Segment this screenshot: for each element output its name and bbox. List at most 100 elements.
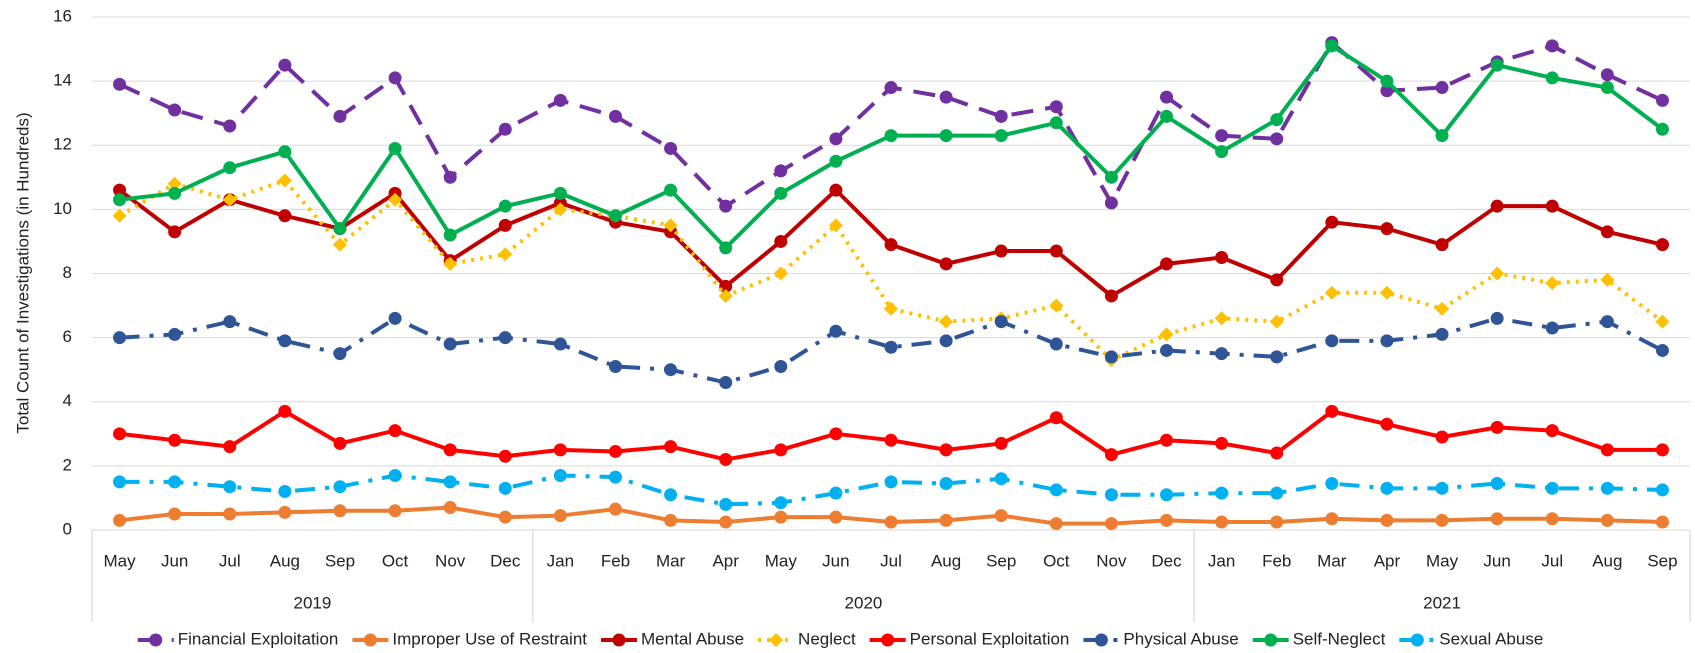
marker <box>1600 81 1614 95</box>
y-tick-label: 12 <box>53 135 72 154</box>
marker <box>1325 512 1339 526</box>
marker <box>1380 481 1394 495</box>
marker <box>1160 433 1174 447</box>
marker <box>1049 244 1063 258</box>
y-tick-label: 0 <box>63 519 72 538</box>
marker <box>113 193 127 207</box>
marker <box>553 443 567 457</box>
x-group-label: 2020 <box>845 593 883 612</box>
marker <box>939 443 953 457</box>
marker <box>719 497 733 511</box>
marker <box>1049 298 1064 313</box>
marker <box>553 202 568 217</box>
marker <box>1545 39 1559 53</box>
marker <box>1490 420 1504 434</box>
marker <box>608 359 622 373</box>
marker <box>1490 58 1504 72</box>
marker <box>443 170 457 184</box>
x-tick-label: May <box>1426 551 1459 570</box>
marker <box>1104 170 1118 184</box>
series-line <box>118 178 1664 363</box>
y-tick-label: 10 <box>53 199 72 218</box>
marker <box>1049 337 1063 351</box>
marker <box>1600 481 1614 495</box>
marker <box>884 433 898 447</box>
marker <box>1214 311 1229 326</box>
x-tick-label: Apr <box>1374 551 1401 570</box>
marker <box>774 164 788 178</box>
marker <box>939 129 953 143</box>
marker <box>994 509 1008 523</box>
marker <box>1545 71 1559 85</box>
marker <box>664 363 678 377</box>
marker <box>113 331 127 345</box>
y-tick-label: 6 <box>63 327 72 346</box>
marker <box>1435 238 1449 252</box>
marker <box>608 470 622 484</box>
marker <box>168 225 182 239</box>
marker <box>1490 199 1504 213</box>
x-tick-label: Sep <box>1647 551 1677 570</box>
marker <box>223 161 237 175</box>
marker <box>1215 250 1229 264</box>
marker <box>1160 257 1174 271</box>
series-line <box>119 43 1664 250</box>
marker <box>1655 343 1669 357</box>
marker <box>1655 238 1669 252</box>
marker <box>332 237 347 252</box>
marker <box>1545 321 1559 335</box>
marker <box>608 444 622 458</box>
marker <box>939 257 953 271</box>
marker <box>388 192 403 207</box>
marker <box>1104 488 1118 502</box>
marker <box>1435 430 1449 444</box>
x-tick-label: Oct <box>1043 551 1070 570</box>
marker <box>1160 109 1174 123</box>
marker <box>719 241 733 255</box>
marker <box>333 436 347 450</box>
marker <box>168 186 182 200</box>
marker <box>498 331 512 345</box>
x-group-label: 2019 <box>293 593 331 612</box>
x-tick-label: May <box>765 551 798 570</box>
marker <box>608 209 622 223</box>
x-tick-label: Feb <box>1262 551 1291 570</box>
marker <box>498 122 512 136</box>
marker <box>168 507 182 521</box>
marker <box>1104 517 1118 531</box>
x-tick-label: Nov <box>435 551 466 570</box>
marker <box>1270 132 1284 146</box>
x-tick-label: Sep <box>986 551 1016 570</box>
marker <box>333 347 347 361</box>
marker <box>278 334 292 348</box>
marker <box>168 475 182 489</box>
marker <box>1049 411 1063 425</box>
y-tick-label: 8 <box>63 263 72 282</box>
marker <box>1380 222 1394 236</box>
legend-label: Physical Abuse <box>1123 629 1238 648</box>
x-tick-label: Jun <box>161 551 188 570</box>
marker <box>1049 116 1063 130</box>
legend-marker <box>769 633 784 647</box>
marker <box>388 141 402 155</box>
marker <box>443 501 457 515</box>
marker <box>388 311 402 325</box>
x-tick-label: Nov <box>1096 551 1127 570</box>
marker <box>829 427 843 441</box>
marker <box>664 440 678 454</box>
marker <box>498 481 512 495</box>
marker <box>1600 68 1614 82</box>
marker <box>829 154 843 168</box>
marker <box>774 510 788 524</box>
y-tick-label: 16 <box>53 6 72 25</box>
marker <box>498 218 512 232</box>
marker <box>663 218 678 233</box>
marker <box>1049 517 1063 531</box>
x-group-label: 2021 <box>1423 593 1461 612</box>
marker <box>1435 81 1449 95</box>
marker <box>1545 276 1560 291</box>
marker <box>278 485 292 499</box>
x-tick-label: Jul <box>1541 551 1563 570</box>
marker <box>884 475 898 489</box>
marker <box>278 404 292 418</box>
